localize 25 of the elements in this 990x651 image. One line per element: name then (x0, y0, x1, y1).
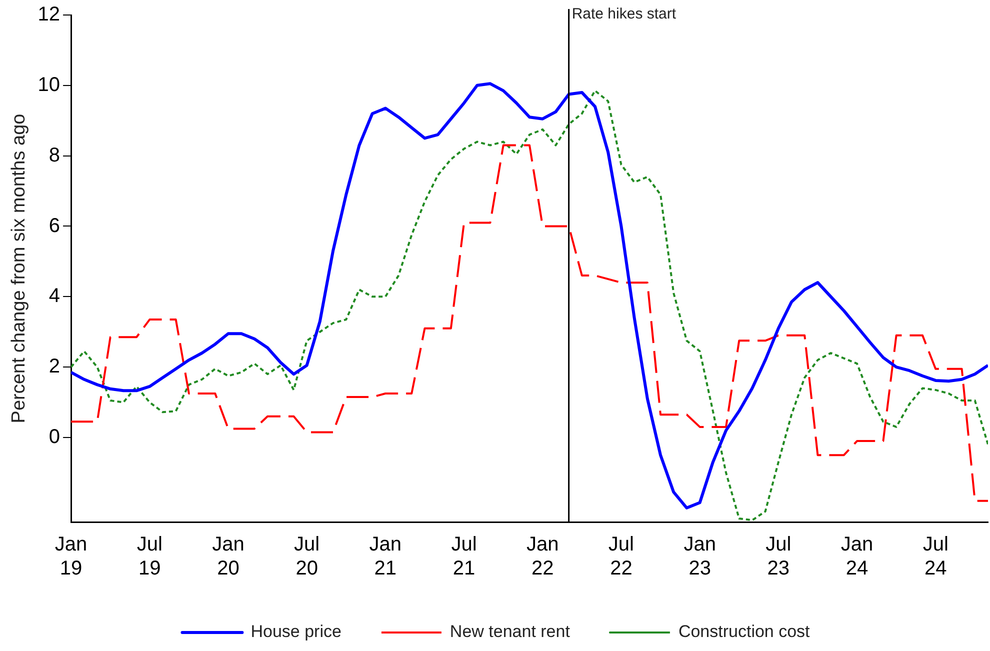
y-tick-label: 10 (38, 74, 60, 96)
x-tick-label: Jan 23 (684, 534, 716, 580)
x-tick-label: Jul 19 (136, 534, 162, 580)
x-tick-label: Jan 21 (369, 534, 402, 580)
x-tick-label: Jan 22 (526, 534, 559, 580)
x-tick-label: Jan 19 (54, 534, 88, 580)
y-tick-label: 12 (38, 4, 60, 26)
y-tick-label: 8 (48, 144, 60, 166)
x-tick-label: Jan 20 (212, 534, 244, 580)
x-tick-label: Jul 21 (451, 534, 477, 580)
x-tick-label: Jul 22 (608, 534, 634, 580)
ref-line-label: Rate hikes start (572, 6, 677, 23)
y-tick-label: 4 (48, 285, 60, 308)
x-tick-label: Jan 24 (840, 534, 874, 580)
x-tick-label: Jul 23 (766, 534, 792, 580)
legend-label: New tenant rent (450, 622, 570, 642)
y-tick-label: 6 (48, 214, 60, 237)
legend-label: Construction cost (678, 622, 810, 642)
line-series (71, 144, 988, 502)
y-tick-label: 0 (48, 426, 60, 448)
legend-label: House price (250, 622, 342, 642)
x-tick-label: Jul 20 (294, 534, 320, 580)
x-tick-label: Jul 24 (922, 534, 948, 580)
y-tick-label: 2 (48, 356, 60, 378)
y-axis-title: Percent change from six months ago (8, 114, 30, 424)
